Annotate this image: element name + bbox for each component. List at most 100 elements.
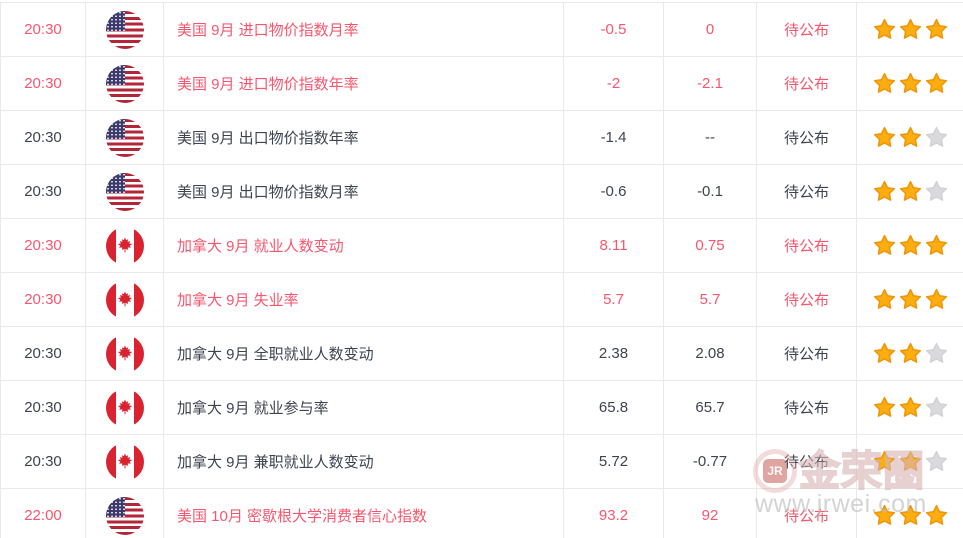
country-flag-cell [86,219,164,272]
forecast-value: -0.77 [664,435,757,488]
calendar-row[interactable]: 22:00 美国 10月 密歇根大学消费者信心指数 93.2 92 待公布 [1,489,963,538]
event-time: 20:30 [1,273,86,326]
country-flag-cell [86,3,164,56]
maple-leaf-icon [117,344,132,360]
importance-stars [857,381,963,434]
star-icon [899,234,921,255]
event-time: 20:30 [1,435,86,488]
star-icon [873,342,895,363]
maple-leaf-icon [117,290,132,306]
importance-stars [857,3,963,56]
event-time: 22:00 [1,489,86,538]
previous-value: -0.6 [564,165,664,218]
status-label: 待公布 [757,273,857,326]
star-icon [873,18,895,39]
star-icon [873,72,895,93]
importance-stars [857,489,963,538]
calendar-row[interactable]: 20:30 美国 9月 出口物价指数年率 -1.4 -- 待公布 [1,111,963,165]
event-name[interactable]: 加拿大 9月 就业参与率 [164,381,564,434]
forecast-value: -2.1 [664,57,757,110]
status-label: 待公布 [757,57,857,110]
status-label: 待公布 [757,489,857,538]
forecast-value: -- [664,111,757,164]
star-icon [925,342,947,363]
country-flag-cell [86,165,164,218]
star-icon [899,126,921,147]
event-time: 20:30 [1,327,86,380]
event-name[interactable]: 美国 9月 出口物价指数月率 [164,165,564,218]
us-flag-canton [105,172,125,193]
calendar-row[interactable]: 20:30 加拿大 9月 全职就业人数变动 2.38 2.08 待公布 [1,327,963,381]
star-icon [873,504,895,525]
forecast-value: 5.7 [664,273,757,326]
maple-leaf-icon [117,452,132,468]
event-time: 20:30 [1,165,86,218]
us-flag-icon [105,64,144,103]
calendar-row[interactable]: 20:30 美国 9月 进口物价指数年率 -2 -2.1 待公布 [1,57,963,111]
canada-flag-icon [105,280,144,319]
importance-stars [857,57,963,110]
event-name[interactable]: 美国 10月 密歇根大学消费者信心指数 [164,489,564,538]
us-flag-canton [105,10,125,31]
calendar-row[interactable]: 20:30 加拿大 9月 失业率 5.7 5.7 待公布 [1,273,963,327]
previous-value: 65.8 [564,381,664,434]
star-icon [873,234,895,255]
star-icon [925,72,947,93]
us-flag-canton [105,118,125,139]
event-name[interactable]: 加拿大 9月 就业人数变动 [164,219,564,272]
forecast-value: 92 [664,489,757,538]
us-flag-canton [105,64,125,85]
event-name[interactable]: 加拿大 9月 全职就业人数变动 [164,327,564,380]
star-icon [899,72,921,93]
calendar-row[interactable]: 20:30 加拿大 9月 就业参与率 65.8 65.7 待公布 [1,381,963,435]
event-name[interactable]: 美国 9月 进口物价指数年率 [164,57,564,110]
calendar-row[interactable]: 20:30 加拿大 9月 就业人数变动 8.11 0.75 待公布 [1,219,963,273]
calendar-row[interactable]: 20:30 加拿大 9月 兼职就业人数变动 5.72 -0.77 待公布 [1,435,963,489]
country-flag-cell [86,327,164,380]
importance-stars [857,165,963,218]
importance-stars [857,111,963,164]
star-icon [899,180,921,201]
star-icon [873,126,895,147]
forecast-value: 65.7 [664,381,757,434]
importance-stars [857,273,963,326]
star-icon [873,180,895,201]
status-label: 待公布 [757,435,857,488]
event-name[interactable]: 美国 9月 进口物价指数月率 [164,3,564,56]
status-label: 待公布 [757,111,857,164]
star-icon [925,234,947,255]
star-icon [925,450,947,471]
canada-flag-icon [105,226,144,265]
event-name[interactable]: 加拿大 9月 失业率 [164,273,564,326]
country-flag-cell [86,381,164,434]
star-icon [925,288,947,309]
importance-stars [857,327,963,380]
event-time: 20:30 [1,111,86,164]
previous-value: 93.2 [564,489,664,538]
country-flag-cell [86,489,164,538]
forecast-value: 2.08 [664,327,757,380]
country-flag-cell [86,435,164,488]
status-label: 待公布 [757,327,857,380]
star-icon [925,504,947,525]
canada-flag-icon [105,442,144,481]
event-name[interactable]: 美国 9月 出口物价指数年率 [164,111,564,164]
star-icon [899,396,921,417]
calendar-row[interactable]: 20:30 美国 9月 进口物价指数月率 -0.5 0 待公布 [1,3,963,57]
star-icon [925,180,947,201]
canada-flag-icon [105,388,144,427]
status-label: 待公布 [757,165,857,218]
us-flag-canton [105,496,125,517]
us-flag-icon [105,496,144,535]
calendar-row[interactable]: 20:30 美国 9月 出口物价指数月率 -0.6 -0.1 待公布 [1,165,963,219]
event-name[interactable]: 加拿大 9月 兼职就业人数变动 [164,435,564,488]
status-label: 待公布 [757,219,857,272]
star-icon [873,288,895,309]
status-label: 待公布 [757,3,857,56]
event-time: 20:30 [1,57,86,110]
star-icon [899,288,921,309]
importance-stars [857,435,963,488]
event-time: 20:30 [1,381,86,434]
event-time: 20:30 [1,219,86,272]
maple-leaf-icon [117,398,132,414]
